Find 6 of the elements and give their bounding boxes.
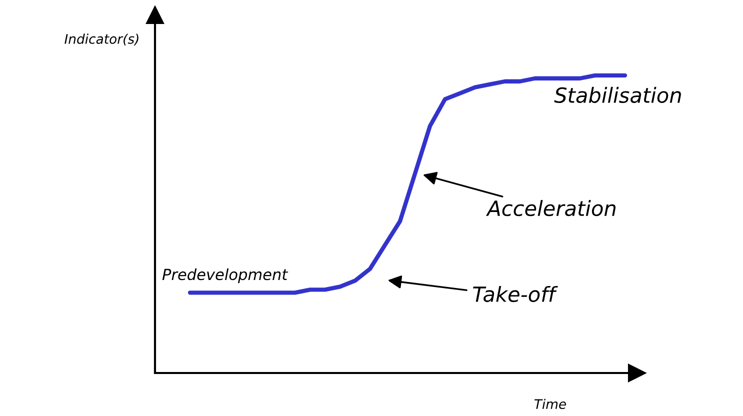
y-axis-title: Indicator(s) [64, 34, 138, 46]
annotation: Predevelopment [162, 268, 288, 284]
x-axis-title: Time [534, 398, 566, 410]
annotation: Acceleration [486, 200, 616, 216]
annotation: Stabilisation [554, 86, 681, 104]
annotation: Take-off [473, 286, 558, 302]
